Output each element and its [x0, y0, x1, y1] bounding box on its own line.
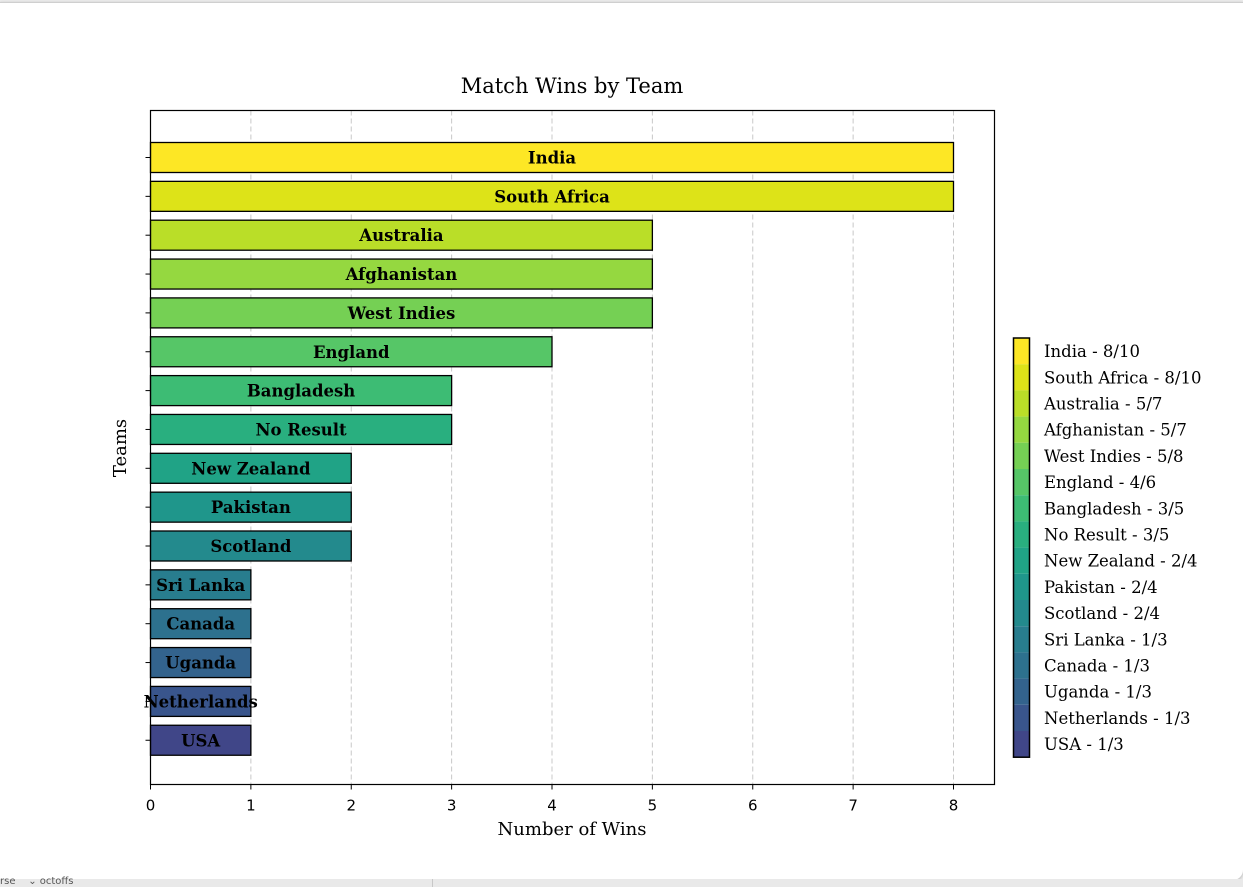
- bar-label: New Zealand: [191, 459, 311, 478]
- legend-entry: Afghanistan - 5/7: [1043, 421, 1187, 440]
- x-tick-label: 3: [447, 797, 457, 815]
- legend-swatch: [1013, 678, 1030, 705]
- bar-label: South Africa: [494, 187, 610, 206]
- plot-frame: [149, 109, 996, 786]
- bar: [149, 374, 453, 407]
- legend-swatch: [1013, 469, 1030, 496]
- bar: [149, 413, 453, 446]
- bar: [149, 219, 654, 251]
- legend-entry: Bangladesh - 3/5: [1044, 499, 1184, 518]
- bar: [149, 530, 352, 562]
- legend-swatch: [1013, 442, 1030, 469]
- legend-swatch: [1013, 495, 1030, 522]
- bar-label: USA: [181, 731, 220, 750]
- legend-swatch: [1013, 521, 1030, 548]
- x-tick-label: 0: [146, 797, 156, 815]
- legend-swatch: [1013, 731, 1030, 758]
- x-tick-label: 4: [547, 797, 557, 815]
- x-tick-label: 2: [346, 797, 356, 815]
- x-axis-label: Number of Wins: [498, 819, 647, 840]
- legend-entry: Sri Lanka - 1/3: [1044, 630, 1168, 649]
- window-bottom-strip: [0, 879, 1243, 887]
- legend-swatch: [1013, 364, 1030, 391]
- legend-entry: New Zealand - 2/4: [1044, 552, 1198, 571]
- legend-swatch: [1013, 704, 1030, 731]
- bar-label: Canada: [166, 615, 235, 634]
- legend-swatch: [1013, 573, 1030, 600]
- legend-swatch: [1013, 600, 1030, 627]
- bar-label: India: [528, 149, 577, 168]
- bar-label: Sri Lanka: [156, 576, 245, 595]
- legend-frame: [1012, 337, 1031, 758]
- bar: [149, 569, 252, 601]
- bars: India South Africa Australia Afghanistan Wes…: [144, 141, 955, 756]
- legend-swatch: [1013, 416, 1030, 443]
- bar: [149, 491, 352, 523]
- legend-swatch: [1013, 390, 1030, 417]
- x-tick-label: 6: [748, 797, 758, 815]
- bar: [149, 141, 955, 174]
- x-tick-label: 7: [848, 797, 858, 815]
- x-tick-label: 5: [648, 797, 658, 815]
- bar: [149, 685, 252, 718]
- bar-label: Australia: [358, 226, 444, 245]
- bar-label: Scotland: [210, 537, 292, 556]
- bar-label: Netherlands: [144, 692, 258, 711]
- y-axis-label: Teams: [110, 419, 131, 477]
- legend-entry: West Indies - 5/8: [1044, 447, 1184, 466]
- bar-label: Afghanistan: [345, 265, 458, 284]
- axis-ticks: 0 1 2 3 4 5 6 7 8: [145, 157, 959, 815]
- bar-label: Uganda: [165, 654, 236, 673]
- legend-entry: South Africa - 8/10: [1044, 368, 1201, 387]
- bar-chart: India South Africa Australia Afghanistan Wes…: [110, 74, 1201, 840]
- chart-title: Match Wins by Team: [461, 74, 684, 98]
- bar-label: Pakistan: [211, 498, 291, 517]
- legend-entry: Uganda - 1/3: [1044, 683, 1152, 702]
- bar: [149, 646, 252, 679]
- legend-entry: USA - 1/3: [1044, 735, 1124, 754]
- bar: [149, 336, 553, 368]
- legend-entry: Scotland - 2/4: [1044, 604, 1160, 623]
- x-tick-label: 8: [949, 797, 959, 815]
- legend-entry: Netherlands - 1/3: [1044, 709, 1191, 728]
- legend-entry: Australia - 5/7: [1043, 395, 1162, 414]
- legend-entry: India - 8/10: [1044, 342, 1140, 361]
- legend-entry: Pakistan - 2/4: [1044, 578, 1158, 597]
- bar-label: Bangladesh: [247, 382, 355, 401]
- legend-entry: Canada - 1/3: [1044, 657, 1150, 676]
- background-window-text: rse ⌄ octoffs: [0, 876, 74, 887]
- legend-swatch: [1013, 626, 1030, 653]
- legend-swatch: [1013, 547, 1030, 574]
- legend-swatch: [1013, 652, 1030, 679]
- bar: [149, 258, 654, 290]
- bar: [149, 297, 654, 329]
- x-tick-label: 1: [246, 797, 256, 815]
- strip-divider: [432, 879, 433, 887]
- bar-label: England: [313, 343, 390, 362]
- legend: India - 8/10 South Africa - 8/10 Australia…: [1012, 337, 1201, 758]
- legend-swatch: [1013, 338, 1030, 365]
- legend-entry: England - 4/6: [1044, 473, 1156, 492]
- legend-entry: No Result - 3/5: [1044, 526, 1169, 545]
- bar-label: No Result: [255, 420, 347, 439]
- bar-label: West Indies: [347, 304, 456, 323]
